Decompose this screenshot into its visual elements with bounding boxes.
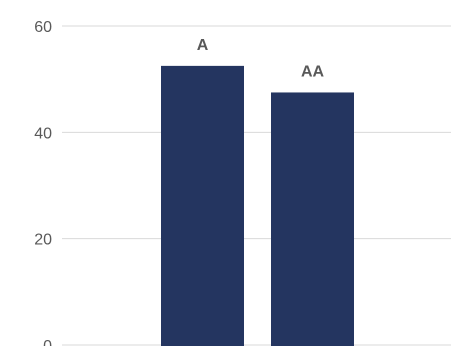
y-tick-label: 40 — [34, 125, 52, 142]
y-tick-label: 0 — [43, 338, 52, 346]
data-label-a: A — [197, 37, 209, 54]
gridlines — [62, 25, 451, 346]
bar-aa — [271, 92, 354, 346]
bar-a — [161, 65, 244, 346]
y-axis-ticks: 0 20 40 60 — [34, 19, 52, 346]
data-labels: AAA — [197, 37, 325, 81]
bars — [161, 65, 354, 346]
y-tick-label: 20 — [34, 232, 52, 249]
y-tick-label: 60 — [34, 19, 52, 36]
data-label-aa: AA — [301, 63, 325, 80]
